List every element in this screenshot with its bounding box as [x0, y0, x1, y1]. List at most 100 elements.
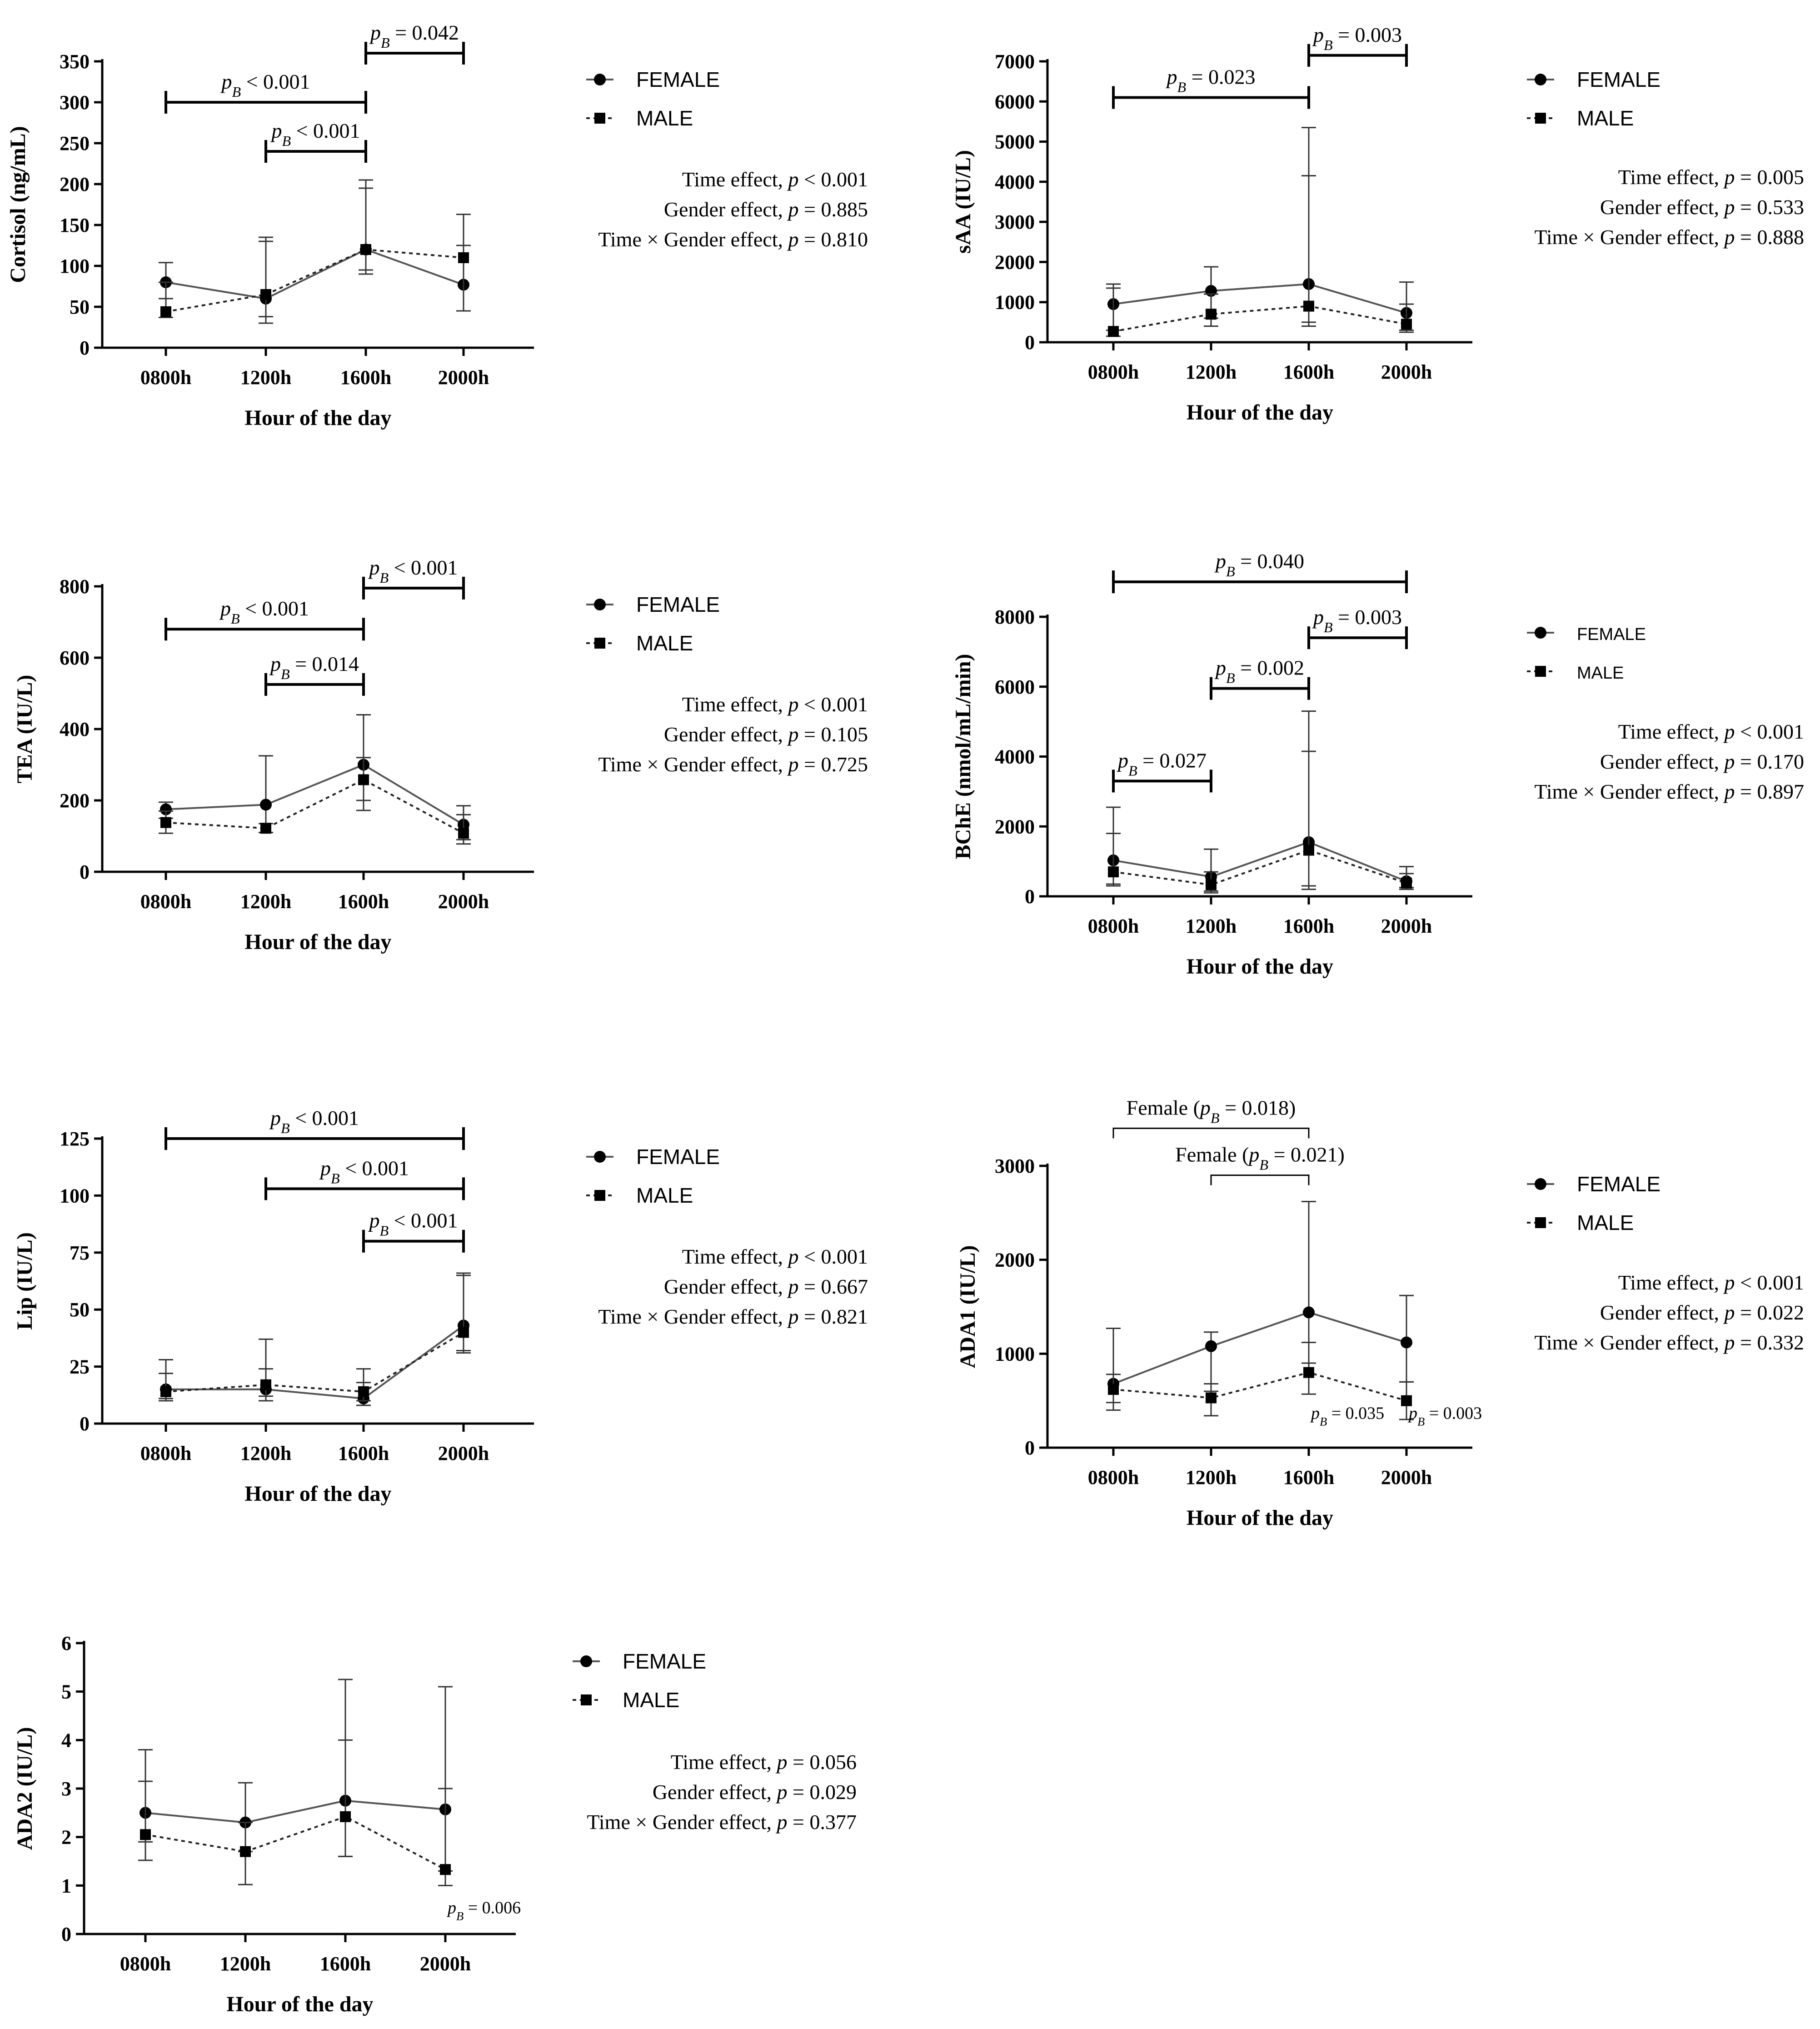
- y-tick-label: 0: [1025, 885, 1035, 908]
- legend-marker-male: [1535, 1217, 1546, 1228]
- x-tick-label: 0800h: [120, 1953, 171, 1975]
- data-point-male: [1108, 326, 1119, 337]
- legend-marker-male: [594, 1190, 605, 1201]
- y-tick-label: 50: [70, 1299, 90, 1321]
- y-tick-label: 2000: [995, 815, 1035, 838]
- x-tick-label: 1600h: [338, 890, 389, 913]
- legend-label-female: FEMALE: [1577, 1172, 1660, 1196]
- series-line-female: [165, 248, 464, 300]
- effect-text: Gender effect, p = 0.533: [1600, 195, 1804, 219]
- y-axis-label: ADA2 (IU/L): [13, 1727, 37, 1850]
- significance-label: pB < 0.001: [269, 1106, 359, 1136]
- y-tick-label: 6: [61, 1632, 71, 1654]
- data-point-male: [160, 306, 171, 317]
- series-line-female: [145, 1799, 446, 1824]
- y-tick-label: 0: [80, 337, 90, 359]
- data-point-male: [260, 1379, 271, 1390]
- legend-marker-female: [594, 1151, 606, 1163]
- significance-label: pB < 0.001: [368, 556, 458, 586]
- x-tick-label: 1200h: [1186, 915, 1237, 937]
- effect-text: Time effect, p < 0.001: [682, 168, 868, 191]
- effect-text: Time × Gender effect, p = 0.888: [1534, 225, 1804, 249]
- y-tick-label: 300: [60, 91, 90, 114]
- x-axis-label: Hour of the day: [244, 406, 391, 430]
- series-line-female: [1113, 1311, 1407, 1385]
- significance-bracket: [1112, 1127, 1310, 1139]
- chart-panel-tea: 0 200 400 600 800 0800h 1200h 1600h 2000h Hour of…: [13, 556, 868, 954]
- significance-label: pB < 0.001: [219, 597, 309, 627]
- effect-text: Gender effect, p = 0.667: [664, 1275, 868, 1298]
- effect-text: Time effect, p = 0.056: [671, 1750, 857, 1774]
- y-tick-label: 6000: [995, 676, 1035, 698]
- x-tick-label: 1200h: [240, 1442, 291, 1464]
- x-tick-label: 0800h: [140, 366, 191, 389]
- data-point-male: [458, 252, 469, 263]
- y-tick-label: 350: [60, 50, 90, 73]
- data-point-male: [440, 1864, 451, 1875]
- y-tick-label: 0: [1025, 331, 1035, 354]
- data-point-male: [358, 1386, 369, 1397]
- x-tick-label: 0800h: [140, 1442, 191, 1464]
- legend: FEMALE MALE: [586, 593, 720, 655]
- significance-label: Female (pB = 0.018): [1127, 1096, 1296, 1126]
- data-point-male: [140, 1829, 151, 1840]
- x-tick-label: 1200h: [240, 366, 291, 389]
- data-point-male: [358, 774, 369, 785]
- significance-label: pB = 0.002: [1214, 656, 1304, 686]
- y-tick-label: 4000: [995, 171, 1035, 193]
- y-tick-label: 0: [80, 861, 90, 883]
- data-point-male: [458, 828, 469, 839]
- y-tick-label: 3: [61, 1778, 71, 1800]
- x-tick-label: 2000h: [438, 890, 489, 913]
- y-tick-label: 100: [60, 255, 90, 277]
- data-point-female: [1303, 1306, 1315, 1319]
- legend-label-male: MALE: [636, 106, 693, 130]
- significance-label: pB = 0.003: [1312, 23, 1402, 53]
- y-tick-label: 5: [61, 1681, 71, 1703]
- legend-marker-female: [580, 1655, 592, 1667]
- effect-text: Time × Gender effect, p = 0.821: [598, 1305, 868, 1328]
- legend-marker-male: [581, 1694, 592, 1705]
- series-line-female: [166, 1324, 464, 1399]
- y-tick-label: 5000: [995, 131, 1035, 153]
- effect-text: Gender effect, p = 0.105: [664, 723, 868, 746]
- x-tick-label: 2000h: [1381, 1466, 1432, 1489]
- x-tick-label: 0800h: [1088, 1466, 1139, 1489]
- x-tick-label: 1200h: [1186, 361, 1237, 383]
- legend-label-female: FEMALE: [1577, 68, 1660, 91]
- data-point-male: [360, 244, 371, 255]
- effect-text: Time × Gender effect, p = 0.332: [1534, 1331, 1804, 1354]
- data-point-male: [1206, 879, 1217, 890]
- legend-label-female: FEMALE: [636, 1145, 720, 1169]
- y-axis-label: Cortisol (ng/mL): [6, 126, 30, 283]
- y-tick-label: 6000: [995, 90, 1035, 113]
- effect-text: Time effect, p < 0.001: [1618, 1271, 1804, 1294]
- y-tick-label: 8000: [995, 606, 1035, 628]
- y-tick-label: 250: [60, 132, 90, 155]
- legend-label-male: MALE: [1577, 664, 1624, 683]
- series-line-male: [165, 779, 464, 834]
- x-tick-label: 1600h: [338, 1442, 389, 1464]
- significance-label: pB = 0.003: [1312, 605, 1402, 635]
- significance-label: pB = 0.040: [1214, 550, 1304, 580]
- x-tick-label: 1200h: [220, 1953, 271, 1975]
- legend-marker-female: [594, 599, 606, 610]
- x-tick-label: 0800h: [140, 890, 191, 913]
- legend-marker-male: [594, 638, 605, 649]
- data-point-male: [1108, 1384, 1119, 1395]
- data-point-male: [160, 1386, 171, 1397]
- x-tick-label: 2000h: [1381, 361, 1432, 383]
- y-axis-label: BChE (nmol/mL/min): [951, 654, 975, 859]
- effect-text: Gender effect, p = 0.885: [664, 198, 868, 221]
- y-tick-label: 400: [60, 718, 90, 740]
- chart-panel-ada2: 0 1 2 3 4 5 6 0800h 1200h 1600h 2000h Hour of the d…: [13, 1632, 857, 2016]
- x-tick-label: 0800h: [1088, 361, 1139, 383]
- significance-label: pB < 0.001: [220, 70, 310, 100]
- y-tick-label: 800: [60, 575, 90, 598]
- legend-label-female: FEMALE: [623, 1649, 706, 1673]
- y-axis-label: sAA (IU/L): [951, 150, 975, 254]
- legend-marker-female: [1535, 1178, 1546, 1190]
- data-point-male: [1108, 866, 1119, 878]
- legend-label-male: MALE: [1577, 106, 1634, 130]
- x-tick-label: 0800h: [1088, 915, 1139, 937]
